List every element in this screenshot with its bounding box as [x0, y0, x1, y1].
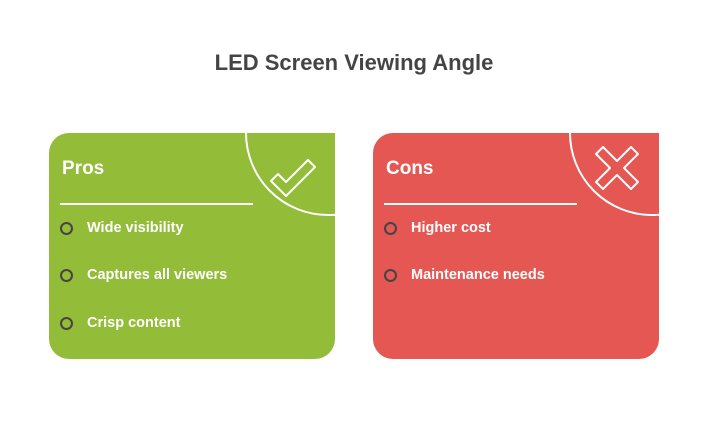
bullet-icon: [60, 316, 73, 330]
divider: [384, 203, 577, 205]
list-item: Captures all viewers: [60, 267, 227, 283]
page-title: LED Screen Viewing Angle: [214, 50, 494, 75]
pros-heading: Pros: [62, 158, 105, 179]
cons-heading: Cons: [386, 158, 434, 179]
list-item: Maintenance needs: [384, 267, 545, 283]
item-label: Wide visibility: [87, 220, 184, 236]
check-icon: [245, 133, 335, 216]
pros-card: Pros Wide visibility Captures all viewer…: [49, 133, 335, 359]
item-label: Captures all viewers: [87, 267, 228, 283]
cons-card: Cons Higher cost Maintenance needs: [373, 133, 659, 359]
bullet-icon: [384, 268, 397, 282]
item-label: Maintenance needs: [411, 267, 545, 283]
list-item: Higher cost: [384, 220, 491, 236]
bullet-icon: [384, 221, 397, 235]
list-item: Crisp content: [60, 315, 180, 331]
item-label: Crisp content: [87, 315, 181, 331]
x-icon: [569, 133, 659, 216]
divider: [60, 203, 253, 205]
bullet-icon: [60, 221, 73, 235]
list-item: Wide visibility: [60, 220, 184, 236]
item-label: Higher cost: [411, 220, 491, 236]
bullet-icon: [60, 268, 73, 282]
